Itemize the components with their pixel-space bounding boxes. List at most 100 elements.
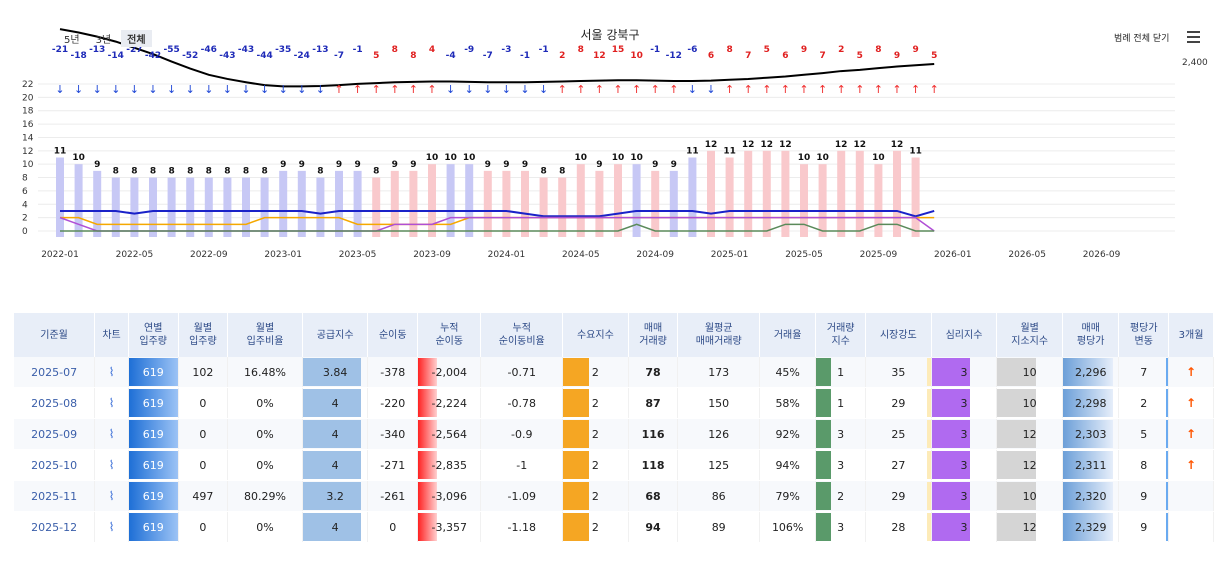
cell-bar — [997, 451, 1037, 479]
top-change-value: -9 — [464, 45, 474, 55]
cell-value: 0% — [256, 396, 274, 410]
cell-value: -340 — [380, 427, 406, 441]
arrow-up-icon: ↑ — [837, 83, 846, 96]
cell-bar — [563, 389, 589, 417]
cell-bar — [1062, 420, 1113, 448]
arrow-up-icon: ↑ — [855, 83, 864, 96]
cell-bar — [418, 358, 437, 386]
bar — [707, 150, 715, 237]
col-header: 시장강도 — [865, 313, 932, 357]
arrow-up-icon: ↑ — [334, 83, 343, 96]
line-chart-icon[interactable]: ⌇ — [108, 365, 115, 379]
bar — [409, 170, 418, 237]
cell-month: 2025-09 — [14, 418, 96, 450]
line-chart-icon[interactable]: ⌇ — [108, 489, 115, 503]
cell-chart[interactable]: ⌇ — [94, 449, 129, 481]
cell-bar — [302, 513, 361, 541]
cell-bar — [927, 358, 931, 386]
cell-chart[interactable]: ⌇ — [94, 357, 129, 388]
cell-chart[interactable]: ⌇ — [94, 511, 129, 543]
bar-value-label: 9 — [652, 160, 658, 170]
cell-yearly: 619 — [128, 387, 179, 419]
col-header: 월별 입주비율 — [227, 313, 303, 357]
cell-value: 2025-09 — [31, 427, 78, 441]
cell-value: 2,329 — [1074, 520, 1107, 534]
cell-bar — [927, 451, 931, 479]
cell-bar — [816, 451, 831, 479]
line-chart-icon[interactable]: ⌇ — [108, 427, 115, 441]
x-tick-label: 2022-01 — [41, 250, 79, 260]
arrow-down-icon: ↓ — [688, 83, 697, 96]
cell-month: 2025-07 — [14, 357, 96, 388]
cell-value: 2025-08 — [31, 396, 78, 410]
bar — [242, 177, 250, 237]
cell-net: -340 — [367, 418, 419, 450]
cell-value: 1 — [837, 365, 845, 379]
x-tick-label: 2024-05 — [562, 250, 600, 260]
bar-value-label: 9 — [596, 160, 602, 170]
cell-value: -0.78 — [507, 396, 536, 410]
cell-bar — [302, 389, 361, 417]
arrow-up-icon: ↑ — [353, 83, 362, 96]
cell-chart[interactable]: ⌇ — [94, 480, 129, 512]
bar-value-label: 8 — [131, 167, 137, 177]
bar-value-label: 12 — [779, 140, 792, 150]
bar-value-label: 8 — [559, 167, 565, 177]
x-tick-label: 2022-05 — [116, 250, 154, 260]
line-chart-icon[interactable]: ⌇ — [108, 458, 115, 472]
cell-monthly: 497 — [178, 480, 229, 512]
cell-bar — [128, 420, 178, 448]
cell-trade_rate: 45% — [759, 357, 817, 388]
tab-5y[interactable]: 5년 — [64, 35, 80, 46]
cell-chart[interactable]: ⌇ — [94, 387, 129, 419]
chart-area: 0 2 4 6 8 10 12 14 16 18 20 22 2,400 2022-01 2022-05 20… — [0, 0, 1220, 265]
line-chart-icon[interactable]: ⌇ — [108, 396, 115, 410]
cell-value: 35 — [891, 365, 906, 379]
cell-bar — [128, 451, 178, 479]
top-change-value: 6 — [782, 51, 788, 61]
y-tick-label: 14 — [22, 133, 34, 143]
arrow-up-icon: ↑ — [725, 83, 734, 96]
bar — [335, 170, 343, 237]
cell-trade: 78 — [628, 357, 679, 388]
col-header: 순이동 — [367, 313, 419, 357]
cell-bar — [931, 420, 971, 448]
cell-demand: 2 — [562, 480, 629, 512]
cell-value: 0% — [256, 520, 274, 534]
tab-all[interactable]: 전체 — [121, 30, 152, 47]
cell-value: 106% — [771, 520, 804, 534]
cell-bar — [418, 451, 437, 479]
cell-value: 92% — [775, 427, 800, 441]
cell-price_chg: 9 — [1118, 480, 1170, 512]
cell-value: -1 — [516, 458, 528, 472]
cell-bar — [931, 513, 971, 541]
bar — [167, 177, 176, 237]
y-tick-label: 10 — [22, 160, 34, 170]
series-line-price — [59, 28, 935, 88]
cell-yearly: 619 — [128, 511, 179, 543]
cell-net: -261 — [367, 480, 419, 512]
cell-price: 2,298 — [1062, 387, 1120, 419]
x-tick-label: 2024-09 — [636, 250, 674, 260]
arrow-down-icon: ↓ — [502, 83, 511, 96]
cell-bar — [927, 389, 931, 417]
arrow-down-icon: ↓ — [74, 83, 83, 96]
bar — [204, 177, 213, 237]
hamburger-menu-icon[interactable] — [1187, 31, 1200, 43]
cell-bar — [997, 482, 1037, 510]
cell-value: 2 — [591, 458, 599, 472]
cell-cum: -3,357 — [417, 511, 482, 543]
x-tick-label: 2025-01 — [711, 250, 749, 260]
tab-3y[interactable]: 3년 — [95, 35, 112, 46]
cell-chart[interactable]: ⌇ — [94, 418, 129, 450]
cell-value: 3.84 — [322, 365, 348, 379]
cell-yearly: 619 — [128, 357, 179, 388]
top-change-value: 9 — [912, 45, 918, 55]
cell-value: 4 — [331, 458, 339, 472]
line-chart-icon[interactable]: ⌇ — [108, 520, 115, 534]
legend-toggle-button[interactable]: 범례 전체 닫기 — [1114, 34, 1170, 44]
top-change-value: -18 — [70, 51, 86, 61]
bar — [93, 170, 102, 237]
top-change-value: 5 — [373, 51, 379, 61]
cell-cum_ratio: -1 — [480, 449, 564, 481]
